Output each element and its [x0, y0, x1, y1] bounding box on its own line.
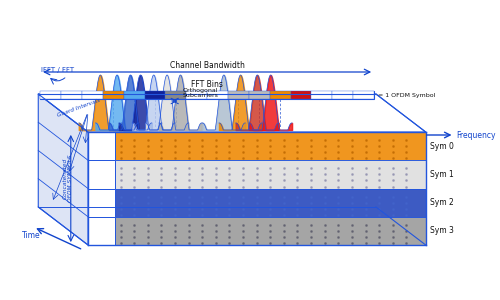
Text: Orthogonal
Subcarriers: Orthogonal Subcarriers — [182, 88, 218, 98]
Bar — [332, 91, 353, 99]
Bar — [144, 91, 166, 99]
Polygon shape — [38, 94, 88, 245]
Polygon shape — [88, 217, 115, 245]
Bar — [166, 91, 186, 99]
Text: IFFT / FFT: IFFT / FFT — [41, 67, 74, 73]
Text: Sym 0: Sym 0 — [430, 142, 454, 151]
Bar — [228, 91, 249, 99]
Bar — [270, 91, 290, 99]
Bar — [207, 91, 228, 99]
Bar — [290, 91, 312, 99]
Polygon shape — [38, 94, 426, 132]
Polygon shape — [115, 132, 426, 160]
Bar — [61, 91, 82, 99]
Bar — [186, 91, 207, 99]
Text: FFT Bins: FFT Bins — [191, 80, 223, 89]
Polygon shape — [115, 160, 426, 188]
Bar — [40, 91, 374, 99]
Polygon shape — [115, 188, 426, 217]
Text: Time: Time — [22, 231, 41, 240]
Bar — [249, 91, 270, 99]
Text: Channel Bandwidth: Channel Bandwidth — [170, 61, 244, 70]
Bar — [124, 91, 144, 99]
Bar — [103, 91, 124, 99]
Polygon shape — [88, 160, 115, 188]
Text: Sym 2: Sym 2 — [430, 198, 454, 207]
Text: = 1 OFDM Symbol: = 1 OFDM Symbol — [378, 92, 436, 98]
Text: Sym 1: Sym 1 — [430, 170, 454, 179]
Text: Guard Intervals: Guard Intervals — [56, 98, 100, 118]
Bar — [312, 91, 332, 99]
Bar — [40, 91, 61, 99]
Bar — [353, 91, 374, 99]
Text: Sym 3: Sym 3 — [430, 226, 454, 236]
Polygon shape — [115, 217, 426, 245]
Text: Frequency: Frequency — [456, 130, 496, 140]
Text: Concatenated
OFDM SYMBOLS: Concatenated OFDM SYMBOLS — [62, 155, 74, 202]
Polygon shape — [88, 188, 115, 217]
Polygon shape — [88, 132, 115, 160]
Bar — [82, 91, 103, 99]
